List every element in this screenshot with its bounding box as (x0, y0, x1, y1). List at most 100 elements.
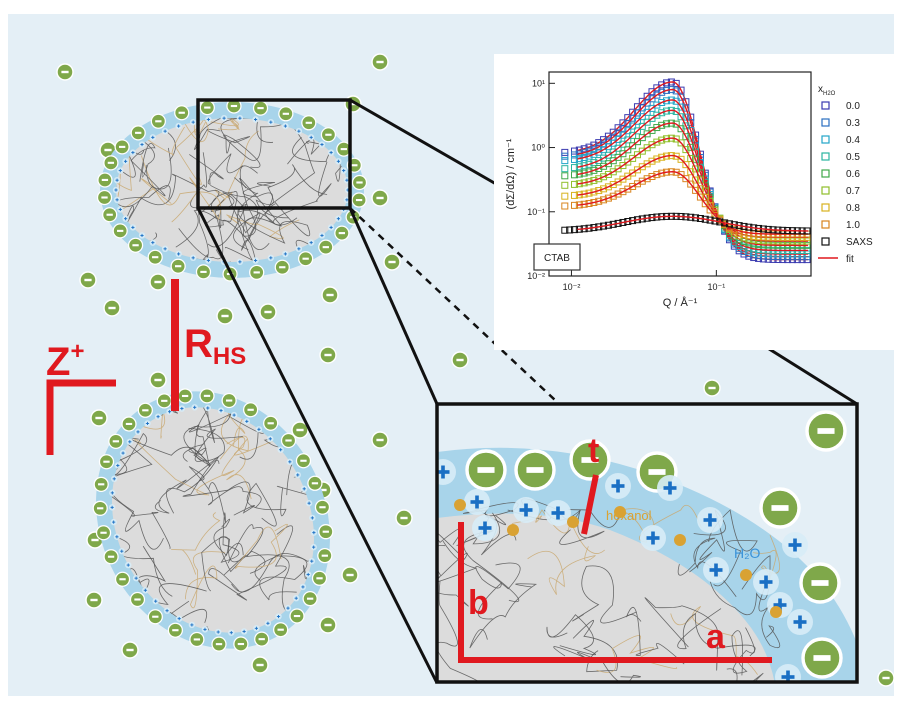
cation-icon (119, 449, 127, 457)
cation-icon (220, 114, 228, 122)
counterion-icon (319, 616, 337, 634)
counterion-icon (371, 189, 389, 207)
data-point (692, 136, 700, 144)
data-point (687, 155, 695, 163)
cation-icon (294, 471, 301, 479)
data-point (614, 129, 622, 137)
cation-icon (204, 404, 212, 412)
cation-icon (605, 473, 631, 499)
cation-icon (277, 446, 284, 453)
counterion-icon (97, 172, 113, 188)
cation-icon (175, 250, 182, 258)
counterion-icon (334, 225, 350, 241)
data-point (638, 113, 646, 121)
cation-icon (255, 426, 263, 433)
counterion-icon (121, 416, 137, 432)
counterion-icon (251, 656, 269, 674)
cation-icon (126, 438, 134, 446)
cation-icon (657, 475, 683, 501)
cation-icon (318, 141, 326, 148)
data-point (619, 131, 627, 139)
cation-icon (142, 587, 149, 594)
counterion-icon (703, 379, 721, 397)
counterion-icon (280, 432, 297, 449)
counterion-icon (79, 271, 97, 289)
data-point (696, 185, 704, 193)
counterion-icon (156, 393, 172, 409)
connector-to-chart (349, 98, 511, 194)
data-point (561, 165, 569, 173)
data-point (585, 152, 593, 160)
data-point (595, 175, 603, 183)
cation-icon (236, 114, 244, 122)
series-SAXS (561, 212, 811, 235)
y-tick-label: 10¹ (532, 78, 545, 88)
cation-icon (163, 607, 171, 614)
cation-icon (161, 245, 169, 253)
cation-icon (327, 224, 335, 231)
counterion-icon (273, 622, 289, 638)
counterion-icon (311, 570, 328, 586)
counterion-icon (341, 566, 359, 584)
counterion-icon (465, 449, 507, 491)
data-point (658, 153, 666, 161)
fit-line-1.0 (577, 170, 809, 235)
data-point (561, 192, 569, 200)
cosurfactant-head (454, 499, 466, 511)
data-point (672, 135, 680, 143)
zoom-core (437, 513, 775, 682)
counterion-icon (371, 53, 389, 71)
cation-icon (118, 547, 125, 555)
data-point (696, 176, 704, 184)
data-point (604, 132, 612, 140)
lower-micelle-core (111, 407, 315, 633)
cation-icon (753, 569, 779, 595)
data-point (653, 111, 661, 119)
legend-item-label: SAXS (846, 237, 873, 248)
counterion-icon (112, 223, 128, 239)
cation-icon (267, 118, 275, 126)
data-point (706, 206, 714, 214)
data-point (585, 168, 593, 176)
counterion-icon (278, 106, 294, 122)
counterion-icon (216, 307, 234, 325)
data-point (590, 141, 598, 149)
cation-icon (205, 116, 212, 123)
zoom-selection-box (196, 98, 352, 210)
cation-icon (188, 621, 196, 629)
data-point (590, 159, 598, 167)
data-point (624, 136, 632, 144)
cation-icon (144, 420, 151, 427)
legend-marker (821, 186, 830, 195)
data-point (624, 146, 632, 154)
cation-icon (117, 206, 124, 213)
counterion-icon (514, 449, 556, 491)
cation-icon (154, 413, 162, 420)
data-point (619, 124, 627, 132)
data-point (638, 122, 646, 130)
data-point (682, 104, 690, 112)
legend-item-label: 0.8 (846, 203, 860, 214)
counterion-icon (129, 591, 146, 608)
counterion-icon (249, 264, 265, 281)
data-point (590, 166, 598, 174)
cation-icon (310, 529, 318, 536)
legend-item-label: 0.0 (846, 101, 860, 112)
data-point (643, 99, 651, 107)
counterion-icon (451, 351, 469, 369)
data-point (561, 226, 569, 234)
cation-icon (787, 609, 813, 635)
cation-icon (513, 497, 539, 523)
data-point (609, 192, 617, 200)
cation-icon (214, 628, 222, 636)
lower-micelle-ions (92, 388, 334, 652)
connector-zoom-right (348, 207, 439, 405)
counterion-icon (150, 113, 166, 129)
counterion-icon (130, 125, 146, 141)
counterion-icon (92, 500, 108, 516)
data-point (658, 121, 666, 129)
counterion-icon (295, 453, 312, 469)
counterion-icon (195, 264, 212, 280)
cation-icon (113, 196, 121, 204)
counterion-icon (147, 609, 163, 625)
